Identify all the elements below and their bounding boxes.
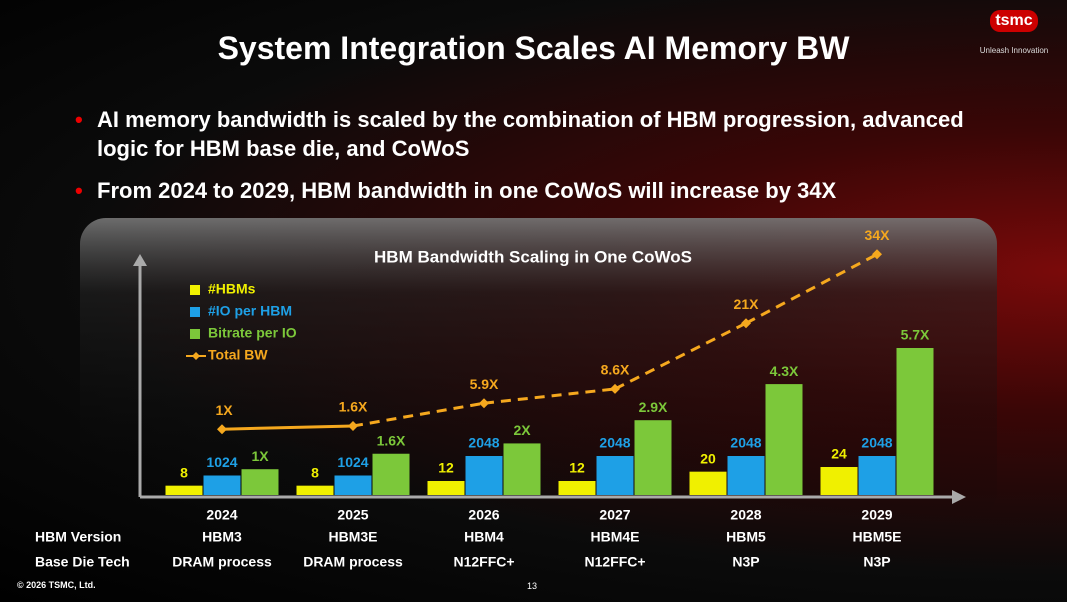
- data-label: 2048: [861, 435, 892, 451]
- page-number: 13: [527, 581, 538, 591]
- legend-swatch: [190, 329, 200, 339]
- line-segment: [745, 252, 878, 325]
- logo-mark: tsmc: [990, 10, 1038, 32]
- data-label: 1X: [215, 402, 233, 418]
- line-segment: [483, 387, 616, 405]
- data-label: 1.6X: [377, 432, 406, 448]
- row-cell: DRAM process: [303, 554, 403, 570]
- chart-title: HBM Bandwidth Scaling in One CoWoS: [374, 247, 692, 266]
- row-cell: N12FFC+: [584, 554, 645, 570]
- bar: [689, 471, 727, 495]
- data-label: 2048: [599, 435, 630, 451]
- data-label: 34X: [865, 227, 891, 243]
- line-segment: [614, 321, 747, 391]
- line-marker: [217, 424, 227, 435]
- copyright: © 2026 TSMC, Ltd.: [17, 580, 96, 590]
- data-label: 1024: [206, 454, 237, 470]
- data-label: 20: [700, 450, 716, 466]
- line-marker: [610, 383, 620, 394]
- bar: [820, 467, 858, 495]
- row-cell: HBM5E: [852, 529, 901, 545]
- tagline: Unleash Innovation: [979, 46, 1049, 55]
- row-cell: HBM5: [726, 529, 766, 545]
- bullet: From 2024 to 2029, HBM bandwidth in one …: [75, 176, 977, 205]
- line-segment: [352, 401, 485, 428]
- bar: [427, 481, 465, 495]
- bar: [296, 485, 334, 495]
- data-label: 1.6X: [339, 399, 368, 415]
- row-cell: N3P: [863, 554, 890, 570]
- legend-marker: [192, 352, 200, 360]
- data-label: 5.7X: [901, 327, 930, 343]
- legend-label: #HBMs: [208, 281, 256, 297]
- x-tick-label: 2025: [337, 507, 368, 523]
- data-label: 2048: [730, 435, 761, 451]
- data-label: 12: [438, 460, 454, 476]
- line-marker: [348, 421, 358, 432]
- row-cell: DRAM process: [172, 554, 272, 570]
- bar: [241, 469, 279, 495]
- row-cell: HBM3: [202, 529, 242, 545]
- x-tick-label: 2028: [730, 507, 761, 523]
- data-label: 5.9X: [470, 376, 499, 392]
- bar: [334, 475, 372, 495]
- line-marker: [741, 318, 751, 329]
- data-label: 8.6X: [601, 362, 630, 378]
- data-label: 1024: [337, 454, 368, 470]
- data-label: 1X: [251, 448, 269, 464]
- data-label: 24: [831, 446, 847, 462]
- x-tick-label: 2026: [468, 507, 499, 523]
- data-label: 2X: [513, 422, 531, 438]
- row-cell: N3P: [732, 554, 759, 570]
- bar: [727, 456, 765, 495]
- legend-label: Bitrate per IO: [208, 325, 297, 341]
- legend-swatch: [190, 307, 200, 317]
- bar: [596, 456, 634, 495]
- bar: [634, 420, 672, 495]
- x-tick-label: 2029: [861, 507, 892, 523]
- data-label: 4.3X: [770, 363, 799, 379]
- slide-title: System Integration Scales AI Memory BW: [217, 30, 850, 66]
- axis-arrow: [952, 490, 966, 504]
- bar: [465, 456, 503, 495]
- bar: [765, 384, 803, 495]
- legend-label: #IO per HBM: [208, 303, 292, 319]
- axis-arrow: [133, 254, 147, 266]
- row-cell: HBM4E: [590, 529, 639, 545]
- x-tick-label: 2024: [206, 507, 237, 523]
- bar: [858, 456, 896, 495]
- legend-label: Total BW: [208, 347, 268, 363]
- x-tick-label: 2027: [599, 507, 630, 523]
- bar: [203, 475, 241, 495]
- bar: [896, 348, 934, 495]
- bullet: AI memory bandwidth is scaled by the com…: [75, 105, 977, 163]
- data-label: 12: [569, 460, 585, 476]
- row-cell: N12FFC+: [453, 554, 514, 570]
- bar: [503, 443, 541, 495]
- logo: tsmc Unleash Innovation: [979, 10, 1049, 55]
- bar: [558, 481, 596, 495]
- line-marker: [872, 249, 882, 260]
- data-label: 8: [180, 464, 188, 480]
- bar: [372, 453, 410, 495]
- line-segment: [221, 424, 354, 431]
- data-label: 2.9X: [639, 399, 668, 415]
- row-label: Base Die Tech: [35, 554, 130, 570]
- line-marker: [479, 398, 489, 409]
- legend-swatch: [190, 285, 200, 295]
- data-label: 2048: [468, 435, 499, 451]
- data-label: 8: [311, 464, 319, 480]
- bar: [165, 485, 203, 495]
- data-label: 21X: [734, 296, 760, 312]
- row-cell: HBM3E: [328, 529, 377, 545]
- row-cell: HBM4: [464, 529, 504, 545]
- row-label: HBM Version: [35, 529, 121, 545]
